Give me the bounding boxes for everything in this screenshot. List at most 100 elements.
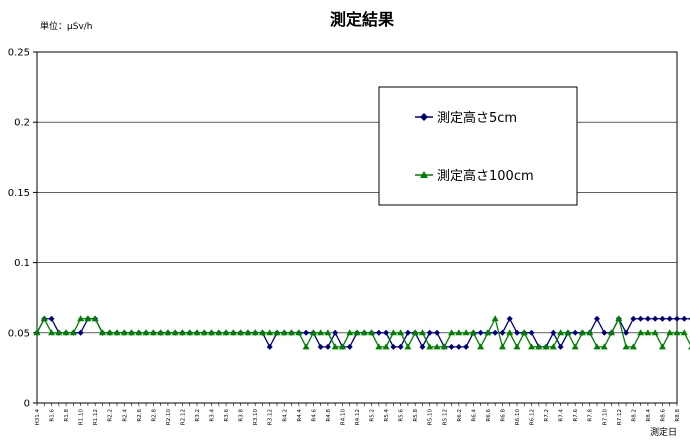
data-point: [120, 329, 128, 336]
series-line: [36, 316, 690, 349]
legend-marker-diamond: [420, 113, 428, 121]
data-point: [477, 343, 485, 350]
y-tick-label: 0.2: [14, 118, 30, 129]
data-point: [302, 343, 310, 350]
x-tick-label: R5.6: [399, 409, 405, 422]
data-point: [644, 315, 651, 322]
data-point: [550, 329, 557, 336]
x-tick-label: R6.12: [530, 409, 536, 425]
data-point: [382, 343, 390, 350]
data-point: [280, 329, 288, 336]
data-point: [266, 329, 274, 336]
data-point: [149, 329, 157, 336]
x-tick-label: R1.12: [93, 409, 99, 425]
data-point: [62, 329, 70, 336]
x-tick-label: R2.6: [137, 409, 143, 422]
data-point: [418, 329, 426, 336]
data-point: [266, 343, 273, 350]
data-point: [564, 329, 572, 336]
data-point: [69, 329, 77, 336]
data-point: [397, 329, 405, 336]
data-point: [360, 329, 368, 336]
y-tick-label: 0.05: [8, 328, 30, 339]
data-point: [637, 329, 645, 336]
data-point: [244, 329, 252, 336]
data-point: [48, 329, 56, 336]
data-point: [135, 329, 143, 336]
data-point: [651, 329, 659, 336]
data-point: [542, 343, 550, 350]
data-point: [557, 329, 565, 336]
data-point: [171, 329, 179, 336]
x-tick-label: R3.2: [195, 409, 201, 422]
data-point: [498, 343, 506, 350]
data-point: [448, 329, 456, 336]
series-2: [33, 315, 690, 350]
data-point: [33, 329, 41, 336]
data-point: [572, 329, 579, 336]
x-tick-label: R3.4: [210, 409, 216, 422]
data-point: [528, 343, 536, 350]
data-point: [338, 343, 346, 350]
data-point: [637, 315, 644, 322]
data-point: [666, 329, 674, 336]
data-point: [346, 343, 353, 350]
legend-label-5cm: 測定高さ5cm: [437, 110, 517, 126]
data-point: [514, 329, 520, 336]
x-tick-label: R4.12: [355, 409, 361, 425]
x-axis-label: 測定日: [650, 426, 677, 438]
data-point: [389, 329, 397, 336]
data-point: [164, 329, 172, 336]
data-point: [659, 315, 666, 322]
data-point: [462, 329, 470, 336]
x-tick-label: H31.4: [35, 409, 41, 426]
data-point: [499, 329, 506, 336]
data-point: [506, 329, 514, 336]
data-point: [463, 343, 470, 350]
data-point: [549, 343, 557, 350]
data-point: [528, 329, 535, 336]
x-tick-label: R7.4: [559, 409, 565, 422]
data-point: [106, 329, 114, 336]
data-point: [448, 343, 455, 350]
y-tick-label: 0.1: [14, 258, 30, 269]
x-tick-label: R8.2: [631, 409, 637, 422]
x-axis: H31.4 R1.6 R1.8 R1.10 R1.12 R2.2 R2.4 R2.6 R2.8 R…: [35, 403, 681, 425]
data-point: [273, 329, 281, 336]
data-point: [142, 329, 150, 336]
data-point: [622, 343, 630, 350]
data-point: [492, 329, 499, 336]
chart-title: 測定結果: [330, 10, 394, 29]
legend: 測定高さ5cm 測定高さ100cm: [378, 86, 578, 206]
data-point: [84, 315, 92, 322]
data-point: [91, 315, 99, 322]
data-point: [390, 343, 397, 350]
data-point: [317, 329, 325, 336]
x-tick-label: R3.6: [224, 409, 230, 422]
x-tick-label: R7.6: [573, 409, 579, 422]
data-point: [455, 329, 463, 336]
data-point: [404, 329, 411, 336]
data-point: [535, 343, 543, 350]
data-point: [324, 329, 332, 336]
data-point: [426, 343, 434, 350]
data-point: [477, 329, 484, 336]
x-tick-label: R3.10: [253, 409, 259, 426]
data-point: [652, 315, 659, 322]
x-tick-label: R1.8: [64, 409, 70, 422]
data-point: [309, 329, 317, 336]
x-tick-label: R2.2: [108, 409, 114, 422]
data-point: [353, 329, 361, 336]
x-tick-label: R4.2: [282, 409, 288, 422]
data-point: [433, 343, 441, 350]
data-point: [237, 329, 245, 336]
y-tick-label: 0.25: [8, 48, 30, 59]
data-point: [193, 329, 201, 336]
legend-label-100cm: 測定高さ100cm: [437, 168, 534, 184]
data-point: [128, 329, 136, 336]
x-tick-label: R5.4: [384, 409, 390, 422]
x-tick-label: R6.6: [486, 409, 492, 422]
unit-label: 単位：μSv/h: [40, 20, 93, 32]
data-point: [324, 343, 331, 350]
